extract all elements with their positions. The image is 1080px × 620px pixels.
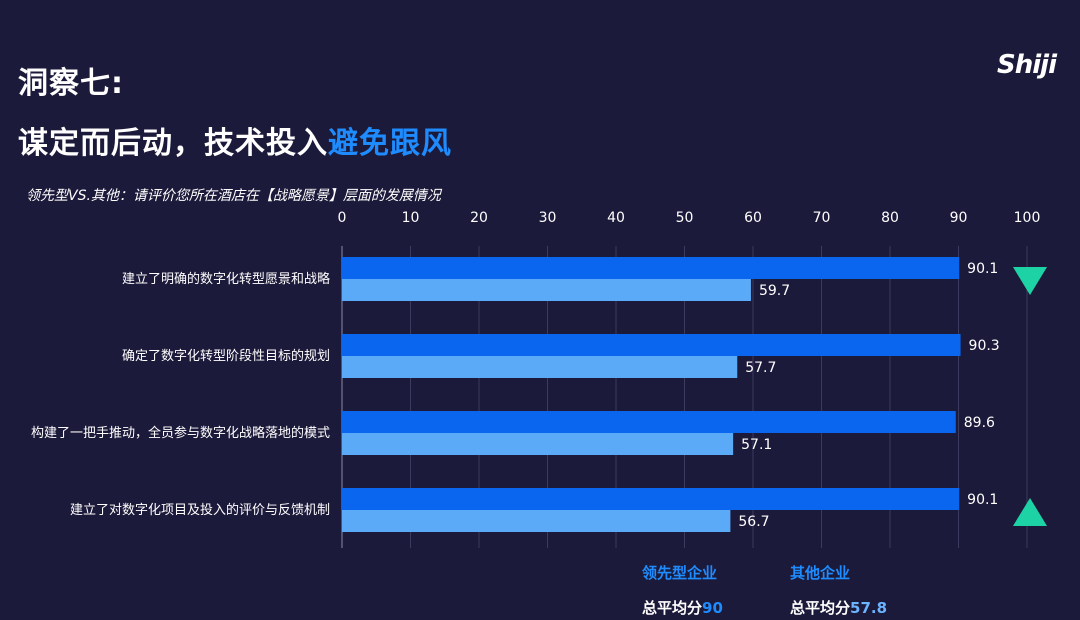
x-tick-label: 40: [607, 210, 625, 226]
category-label: 构建了一把手推动，全员参与数字化战略落地的模式: [31, 425, 330, 441]
up-triangle-icon: [1013, 498, 1047, 526]
bar-other: [342, 356, 738, 378]
x-tick-label: 30: [539, 210, 557, 226]
x-tick-label: 50: [676, 210, 694, 226]
legend-other-avg: 总平均分57.8: [790, 597, 887, 618]
page-subtitle: 谋定而后动，技术投入避免跟风: [18, 118, 452, 162]
x-tick-label: 90: [950, 210, 968, 226]
x-tick-label: 10: [402, 210, 420, 226]
bar-value-label: 56.7: [738, 514, 769, 530]
bar-leader: [342, 488, 960, 510]
x-tick-label: 100: [1014, 210, 1041, 226]
x-tick-label: 70: [813, 210, 831, 226]
bar-other: [342, 433, 734, 455]
page-title: 洞察七:: [18, 66, 124, 101]
legend-leader-name: 领先型企业: [642, 564, 718, 582]
bar-leader: [342, 411, 956, 433]
bar-value-label: 59.7: [759, 283, 790, 299]
legend-other-avg-label: 总平均分: [790, 599, 851, 617]
bar-value-label: 90.3: [969, 338, 1000, 354]
bar-leader: [342, 334, 961, 356]
legend-other-avg-value: 57.8: [850, 599, 888, 617]
subtitle-highlight: 避免跟风: [328, 126, 452, 161]
x-tick-label: 20: [470, 210, 488, 226]
x-tick-label: 80: [881, 210, 899, 226]
x-tick-label: 0: [338, 210, 347, 226]
legend-leader-avg-label: 总平均分: [642, 599, 703, 617]
legend-leader-avg-value: 90: [702, 599, 723, 617]
x-tick-label: 60: [744, 210, 762, 226]
category-label: 建立了明确的数字化转型愿景和战略: [122, 271, 330, 287]
legend-leader-avg: 总平均分90: [642, 597, 723, 618]
bar-value-label: 89.6: [964, 415, 995, 431]
legend-leader: 领先型企业 总平均分90: [642, 562, 723, 618]
bar-value-label: 90.1: [967, 261, 998, 277]
legend-other: 其他企业 总平均分57.8: [790, 562, 887, 618]
brand-logo: Shiji: [997, 50, 1057, 80]
bar-chart: 0 10 20 30 40 50 60 70 80 90 100 建立了明确的数字化转型愿景和战略 90…: [31, 210, 1047, 548]
bar-value-label: 57.1: [741, 437, 772, 453]
category-label: 确定了数字化转型阶段性目标的规划: [122, 348, 330, 364]
subtitle-plain: 谋定而后动，技术投入: [18, 126, 328, 161]
legend-other-name: 其他企业: [790, 564, 851, 582]
down-triangle-icon: [1013, 267, 1047, 295]
chart-title: 领先型VS.其他：请评价您所在酒店在【战略愿景】层面的发展情况: [26, 188, 441, 204]
bar-value-label: 57.7: [745, 360, 776, 376]
bar-leader: [342, 257, 960, 279]
bar-value-label: 90.1: [967, 492, 998, 508]
bar-other: [342, 279, 751, 301]
category-label: 建立了对数字化项目及投入的评价与反馈机制: [70, 502, 330, 518]
bar-other: [342, 510, 731, 532]
